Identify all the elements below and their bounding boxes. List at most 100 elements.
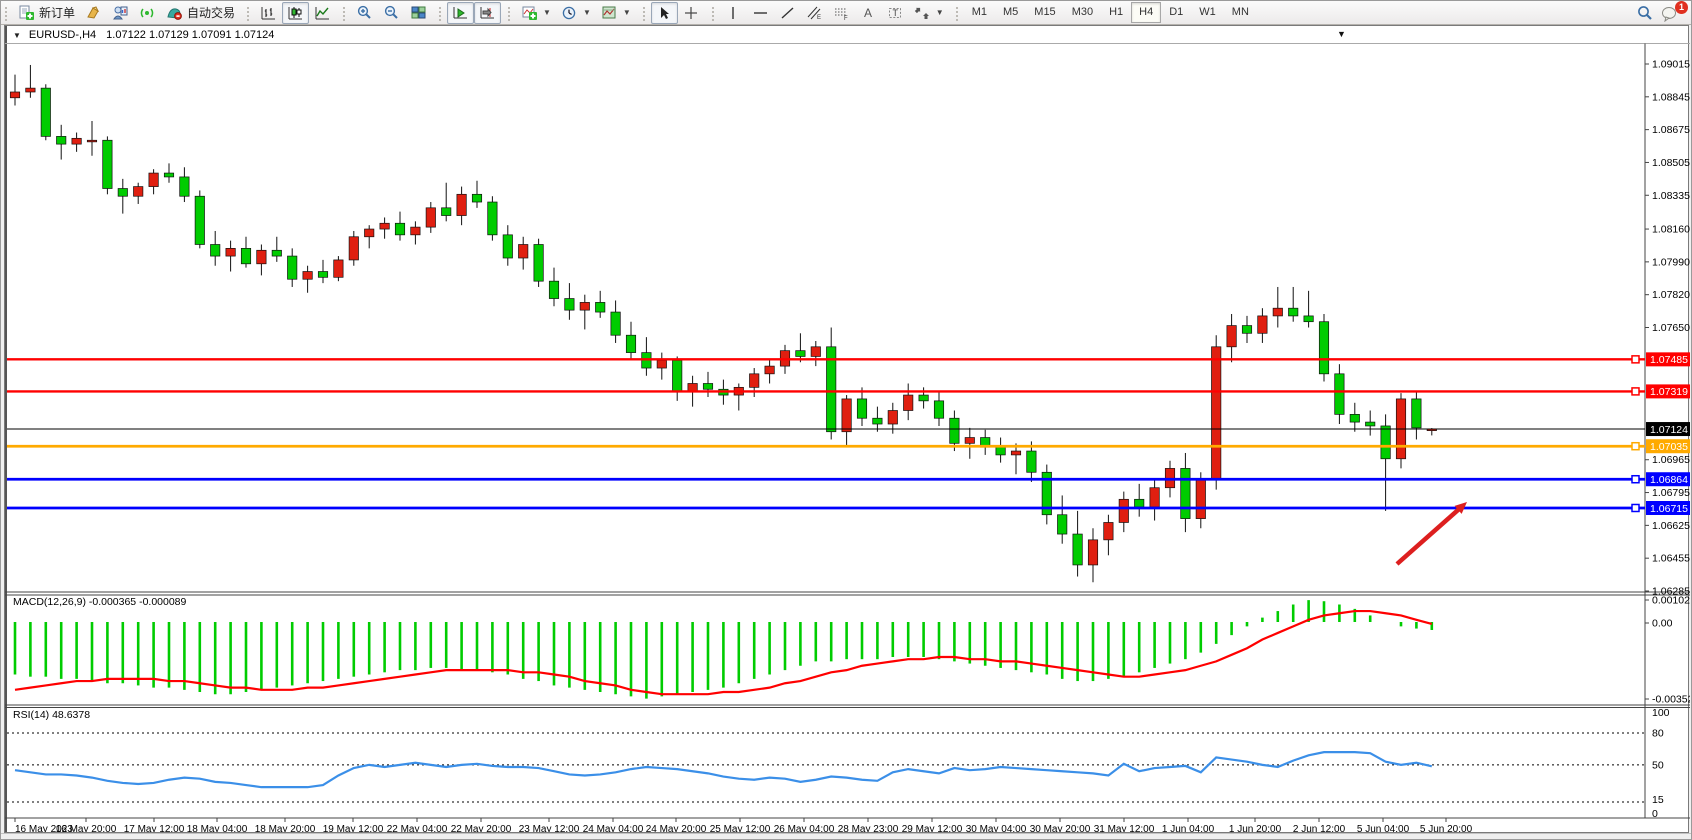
trend-arrow-shaft[interactable] — [1395, 506, 1462, 566]
new-order-button[interactable]: 新订单 — [13, 2, 80, 24]
timeframe-button-mn[interactable]: MN — [1231, 6, 1249, 18]
timeframe-button-m15[interactable]: M15 — [1034, 6, 1056, 18]
candle[interactable] — [1288, 286, 1299, 322]
candle[interactable] — [810, 341, 821, 367]
bar-chart-mode-button[interactable] — [255, 2, 282, 24]
candle[interactable] — [795, 333, 806, 363]
channel-tool-button[interactable]: E — [801, 2, 828, 24]
toolbar-grip[interactable] — [640, 4, 646, 21]
candle[interactable] — [441, 182, 452, 222]
candle[interactable] — [1026, 441, 1037, 482]
candle[interactable] — [1057, 495, 1068, 544]
support-line-2-handle[interactable] — [1631, 503, 1640, 513]
toolbar-grip[interactable] — [506, 4, 512, 21]
arrows-tool-button[interactable]: ▼ — [909, 2, 949, 24]
candle[interactable] — [1087, 528, 1099, 583]
zoom-out-button[interactable] — [378, 2, 405, 24]
candle[interactable] — [1072, 510, 1083, 577]
candle[interactable] — [1195, 472, 1206, 529]
chart-shift-button[interactable] — [474, 1, 502, 24]
candle[interactable] — [1134, 483, 1145, 517]
support-line-1-handle[interactable] — [1631, 474, 1640, 484]
candle[interactable] — [9, 74, 21, 106]
zoom-in-button[interactable] — [351, 2, 378, 24]
candle[interactable] — [1010, 443, 1022, 475]
candle[interactable] — [133, 182, 144, 204]
candle[interactable] — [194, 190, 205, 249]
candle[interactable] — [1365, 410, 1376, 436]
trendline-tool-button[interactable] — [774, 2, 801, 24]
toolbar-grip[interactable] — [341, 4, 347, 21]
chart-canvas[interactable]: 1.09015 1.08845 1.08675 1.08505 1.08335 1.081… — [5, 26, 1690, 832]
candle[interactable] — [348, 230, 359, 266]
candle[interactable] — [271, 236, 282, 262]
candlestick-mode-button[interactable] — [282, 1, 310, 24]
candle[interactable] — [964, 427, 975, 459]
candle[interactable] — [71, 132, 82, 152]
candle[interactable] — [256, 244, 267, 276]
text-label-tool-button[interactable]: T — [882, 2, 909, 24]
candle[interactable] — [1226, 313, 1237, 363]
candle[interactable] — [625, 321, 637, 361]
candle[interactable] — [364, 225, 375, 249]
resistance-line-1-handle[interactable] — [1631, 355, 1640, 364]
candle[interactable] — [533, 238, 544, 287]
candle[interactable] — [25, 64, 36, 98]
timeframe-button-h1[interactable]: H1 — [1109, 6, 1124, 18]
candle[interactable] — [1118, 491, 1129, 533]
candle[interactable] — [502, 225, 513, 266]
candle[interactable] — [287, 248, 298, 287]
candle[interactable] — [702, 371, 714, 397]
candle[interactable] — [641, 337, 652, 376]
market-watch-button[interactable] — [107, 2, 134, 24]
candle[interactable] — [240, 236, 252, 268]
candle[interactable] — [1318, 313, 1330, 382]
periods-button[interactable]: ▼ — [556, 2, 596, 24]
timeframe-button-m30[interactable]: M30 — [1071, 6, 1094, 18]
candle[interactable] — [456, 186, 467, 226]
resistance-line-2-handle[interactable] — [1631, 387, 1640, 396]
search-icon[interactable] — [1636, 5, 1653, 21]
candle[interactable] — [672, 356, 683, 401]
candle[interactable] — [872, 406, 883, 432]
toolbar-grip[interactable] — [245, 4, 251, 21]
notifications-chat-icon[interactable]: 1 — [1661, 1, 1688, 22]
candle[interactable] — [856, 387, 868, 426]
toolbar-grip[interactable] — [437, 4, 443, 21]
candle[interactable] — [225, 240, 236, 272]
candle[interactable] — [995, 437, 1006, 463]
candle[interactable] — [410, 221, 421, 245]
candle[interactable] — [903, 383, 914, 421]
candle[interactable] — [56, 124, 67, 160]
crosshair-tool-button[interactable] — [678, 2, 705, 24]
candle[interactable] — [425, 202, 436, 233]
candle[interactable] — [579, 294, 590, 330]
one-click-expand-icon[interactable]: ▼ — [13, 30, 21, 40]
cursor-tool-button[interactable] — [650, 1, 678, 24]
candle[interactable] — [1149, 480, 1160, 521]
candle[interactable] — [733, 383, 744, 411]
horizontal-line-tool-button[interactable] — [747, 2, 774, 24]
candle[interactable] — [163, 163, 175, 183]
candle[interactable] — [826, 327, 837, 440]
scroll-to-end-icon[interactable]: ▼ — [1337, 29, 1346, 39]
candle[interactable] — [949, 410, 960, 452]
candle[interactable] — [1180, 452, 1191, 533]
candle[interactable] — [102, 136, 113, 195]
candle[interactable] — [86, 120, 98, 156]
candle[interactable] — [117, 178, 128, 214]
candle[interactable] — [1303, 290, 1314, 328]
candle[interactable] — [749, 368, 760, 397]
toolbar-grip[interactable] — [953, 4, 959, 21]
timeframe-button-d1[interactable]: D1 — [1169, 6, 1184, 18]
tile-windows-button[interactable] — [405, 2, 432, 24]
candle[interactable] — [764, 360, 775, 384]
candle[interactable] — [148, 169, 159, 195]
timeframe-button-w1[interactable]: W1 — [1199, 6, 1216, 18]
crayon-tool-button[interactable] — [80, 2, 107, 24]
candle[interactable] — [548, 267, 560, 307]
candle[interactable] — [1395, 393, 1407, 469]
timeframe-button-m5[interactable]: M5 — [1003, 6, 1019, 18]
timeframe-button-m1[interactable]: M1 — [971, 6, 987, 18]
candle[interactable] — [210, 230, 221, 266]
